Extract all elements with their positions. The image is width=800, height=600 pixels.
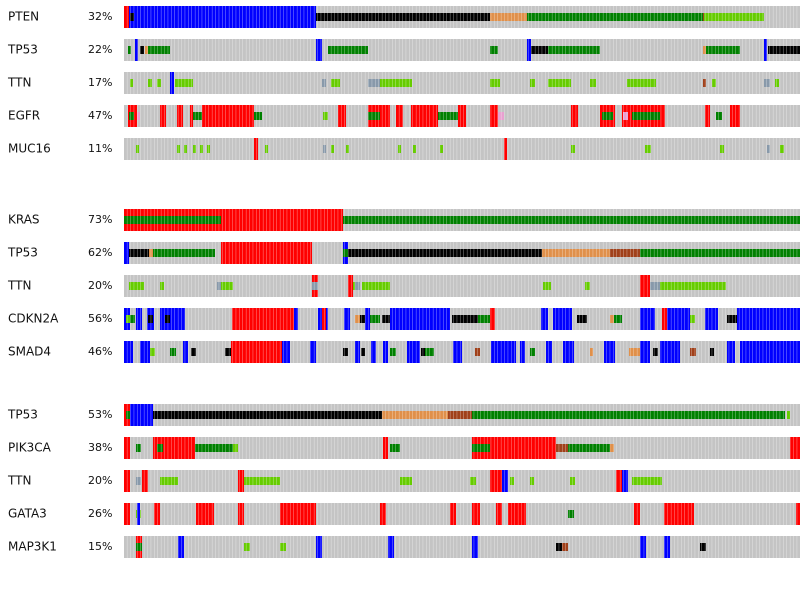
gene-label: TP53 xyxy=(7,246,38,260)
percent-label: 62% xyxy=(88,246,112,259)
cell-separators xyxy=(124,437,800,459)
cell-separators xyxy=(124,503,800,525)
percent-label: 38% xyxy=(88,441,112,454)
percent-label: 20% xyxy=(88,279,112,292)
percent-label: 47% xyxy=(88,109,112,122)
percent-label: 22% xyxy=(88,43,112,56)
percent-label: 20% xyxy=(88,474,112,487)
cell-separators xyxy=(124,536,800,558)
percent-label: 15% xyxy=(88,540,112,553)
cell-separators xyxy=(124,341,800,363)
percent-label: 46% xyxy=(88,345,112,358)
gene-label: KRAS xyxy=(8,213,40,227)
percent-label: 73% xyxy=(88,213,112,226)
gene-label: PTEN xyxy=(8,10,39,24)
cell-separators xyxy=(124,138,800,160)
cell-separators xyxy=(124,39,800,61)
cell-separators xyxy=(124,6,800,28)
gene-label: TTN xyxy=(7,279,31,293)
percent-label: 53% xyxy=(88,408,112,421)
cell-separators xyxy=(124,242,800,264)
percent-label: 26% xyxy=(88,507,112,520)
percent-label: 56% xyxy=(88,312,112,325)
gene-label: PIK3CA xyxy=(8,441,52,455)
percent-label: 17% xyxy=(88,76,112,89)
percent-label: 32% xyxy=(88,10,112,23)
gene-label: MUC16 xyxy=(8,142,51,156)
gene-label: GATA3 xyxy=(8,507,47,521)
gene-label: TTN xyxy=(7,474,31,488)
percent-label: 11% xyxy=(88,142,112,155)
cell-separators xyxy=(124,105,800,127)
gene-label: TP53 xyxy=(7,408,38,422)
gene-label: EGFR xyxy=(8,109,40,123)
cell-separators xyxy=(124,308,800,330)
gene-label: CDKN2A xyxy=(8,312,59,326)
gene-label: TTN xyxy=(7,76,31,90)
cell-separators xyxy=(124,470,800,492)
gene-label: MAP3K1 xyxy=(8,540,57,554)
cell-separators xyxy=(124,275,800,297)
cell-separators xyxy=(124,404,800,426)
cell-separators xyxy=(124,209,800,231)
gene-label: TP53 xyxy=(7,43,38,57)
gene-label: SMAD4 xyxy=(8,345,51,359)
cell-separators xyxy=(124,72,800,94)
